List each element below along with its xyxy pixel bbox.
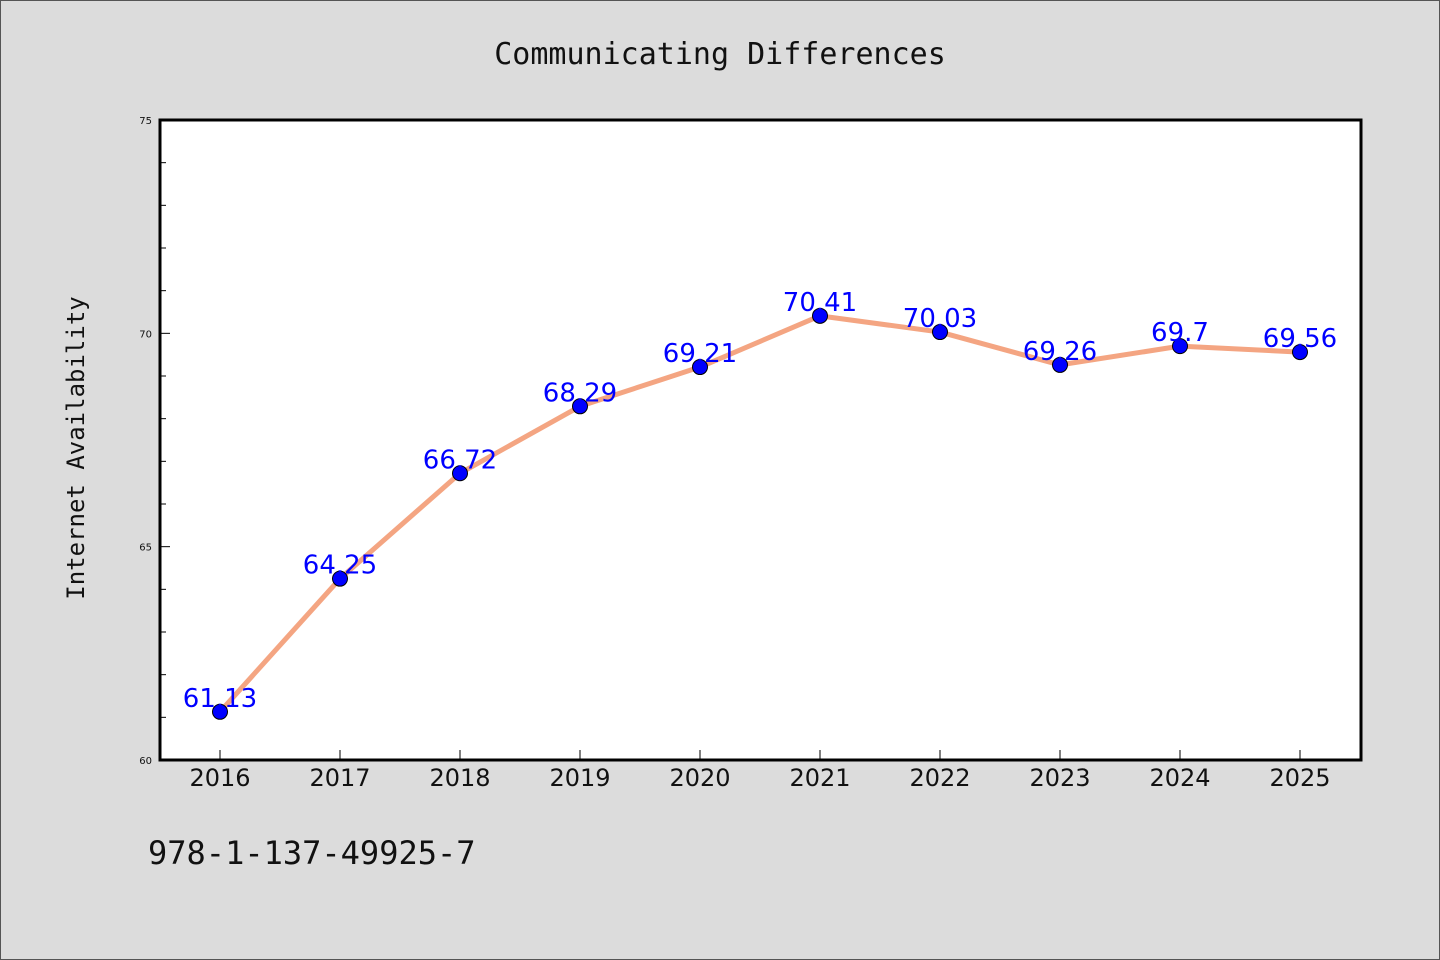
series-line — [217, 313, 1303, 715]
x-tick-label: 2022 — [909, 764, 970, 792]
x-tick-label: 2018 — [429, 764, 490, 792]
data-label: 69.56 — [1263, 324, 1337, 354]
data-label: 70.41 — [783, 288, 857, 318]
data-label: 66.72 — [423, 445, 497, 475]
data-point — [572, 398, 588, 415]
data-label: 64.25 — [303, 551, 377, 581]
data-point — [452, 465, 468, 482]
y-tick-label: 60 — [139, 756, 152, 767]
data-label: 70.03 — [903, 304, 977, 334]
data-label: 69.21 — [663, 339, 737, 369]
data-point — [212, 703, 228, 720]
x-tick-label: 2024 — [1149, 764, 1210, 792]
x-axis: 2016 2017 2018 2019 2020 2021 2022 2023 2024 2025 — [189, 750, 1331, 792]
x-tick-label: 2016 — [189, 764, 250, 792]
data-label: 68.29 — [543, 378, 617, 408]
data-point — [692, 359, 708, 376]
series-layer: 61.13 64.25 66.72 68.29 69.21 70.41 70.03 69.26… — [183, 288, 1337, 720]
y-tick-label: 65 — [139, 543, 152, 554]
x-tick-label: 2021 — [789, 764, 850, 792]
x-tick-label: 2025 — [1269, 764, 1330, 792]
data-point — [812, 307, 828, 324]
x-tick-label: 2017 — [309, 764, 370, 792]
x-tick-label: 2020 — [669, 764, 730, 792]
isbn-text: 978-1-137-49925-7 — [148, 834, 476, 872]
y-axis-label: Internet Availability — [62, 296, 90, 599]
data-point — [332, 570, 348, 587]
y-axis: 60 65 70 75 — [139, 116, 170, 767]
data-point — [1292, 344, 1308, 361]
y-tick-label: 70 — [139, 329, 152, 340]
data-label: 69.7 — [1151, 318, 1209, 348]
y-tick-label: 75 — [139, 116, 152, 127]
data-point — [1052, 356, 1068, 373]
chart-title: Communicating Differences — [494, 37, 946, 72]
data-point — [1172, 338, 1188, 355]
data-point — [932, 324, 948, 341]
data-label: 69.26 — [1023, 337, 1097, 367]
data-label: 61.13 — [183, 684, 257, 714]
plot-area — [158, 118, 1363, 762]
x-tick-label: 2023 — [1029, 764, 1090, 792]
x-tick-label: 2019 — [549, 764, 610, 792]
